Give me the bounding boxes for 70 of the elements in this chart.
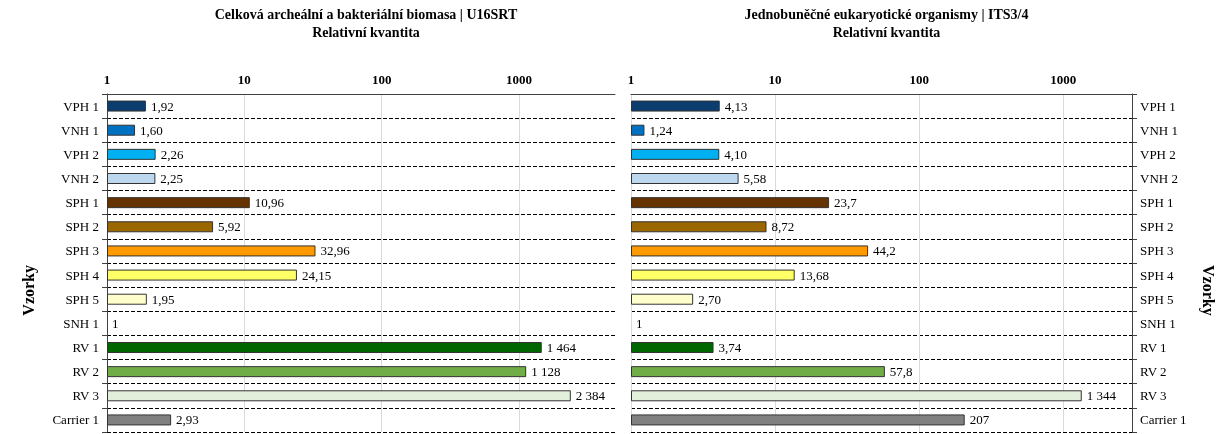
data-label: 1 — [636, 315, 643, 331]
y-tick-label: SPH 4 — [1140, 267, 1175, 283]
data-label: 10,96 — [254, 195, 285, 211]
x-tick-label: 10 — [768, 72, 782, 87]
data-label: 57,8 — [889, 364, 913, 380]
y-tick-label: VPH 2 — [1140, 146, 1176, 162]
y-tick-label: SPH 3 — [1140, 243, 1174, 259]
data-label: 5,92 — [218, 219, 241, 235]
y-axis-title: Vzorky — [1198, 265, 1216, 316]
y-tick-label: SNH 1 — [1140, 315, 1176, 331]
data-label: 13,68 — [799, 267, 829, 283]
data-label: 4,13 — [724, 98, 748, 114]
y-tick-label: RV 2 — [72, 364, 99, 380]
x-tick-label: 1 — [103, 72, 111, 87]
chart-title: Jednobuněčné eukaryotické organismy | ITS3/4 — [744, 6, 1029, 22]
x-axis-title: Relativní kvantita — [832, 24, 941, 40]
data-label: 24,15 — [301, 267, 332, 283]
data-label: 3,74 — [718, 340, 742, 355]
data-label: 2,26 — [160, 146, 184, 162]
data-label: 4,10 — [724, 146, 748, 162]
y-tick-label: RV 1 — [1140, 340, 1167, 355]
y-tick-label: VNH 1 — [61, 122, 99, 138]
data-label: 2,93 — [176, 412, 199, 428]
data-label: 1 464 — [546, 340, 577, 355]
data-label: 5,58 — [743, 171, 767, 186]
x-tick-label: 1000 — [1050, 72, 1077, 87]
y-tick-label: VPH 2 — [63, 146, 99, 162]
data-label: 1,60 — [140, 122, 163, 138]
data-label: 1,92 — [150, 98, 174, 114]
x-tick-label: 10 — [237, 72, 251, 87]
y-tick-label: SPH 1 — [1140, 195, 1174, 211]
x-tick-label: 1000 — [506, 72, 533, 87]
y-tick-label: SPH 3 — [65, 243, 99, 259]
chart-title: Celková archeální a bakteriální biomasa | U16SRT — [214, 6, 518, 22]
y-tick-label: RV 3 — [72, 388, 99, 404]
y-axis-title: Vzorky — [19, 265, 38, 316]
data-label: 207 — [969, 412, 990, 428]
y-tick-label: VPH 1 — [1140, 98, 1176, 114]
data-label: 2,25 — [160, 171, 184, 186]
data-label: 23,7 — [834, 195, 858, 211]
y-tick-label: SPH 5 — [1140, 291, 1174, 307]
y-tick-label: VPH 1 — [63, 98, 99, 114]
data-label: 1 128 — [531, 364, 561, 380]
data-label: 32,96 — [320, 243, 351, 259]
y-tick-label: VNH 2 — [1140, 171, 1178, 186]
y-tick-label: VNH 2 — [61, 171, 99, 186]
y-tick-label: SPH 4 — [65, 267, 100, 283]
y-tick-label: SPH 1 — [65, 195, 99, 211]
y-tick-label: SPH 5 — [65, 291, 99, 307]
data-label: 1 — [112, 315, 119, 331]
y-tick-label: RV 2 — [1140, 364, 1167, 380]
x-tick-label: 100 — [371, 72, 392, 87]
y-tick-label: Carrier 1 — [52, 412, 99, 428]
y-tick-label: SPH 2 — [65, 219, 99, 235]
y-tick-label: SPH 2 — [1140, 219, 1174, 235]
y-tick-label: SNH 1 — [63, 315, 99, 331]
data-label: 2 384 — [575, 388, 606, 404]
y-tick-label: VNH 1 — [1140, 122, 1178, 138]
x-tick-label: 100 — [909, 72, 929, 87]
data-label: 1 344 — [1086, 388, 1117, 404]
data-label: 44,2 — [873, 243, 896, 259]
data-label: 1,24 — [649, 122, 673, 138]
y-tick-label: Carrier 1 — [1140, 412, 1187, 428]
x-axis-title: Relativní kvantita — [312, 24, 420, 40]
data-label: 2,70 — [698, 291, 721, 307]
data-label: 1,95 — [151, 291, 175, 307]
y-tick-label: RV 3 — [1140, 388, 1167, 404]
x-tick-label: 1 — [627, 72, 635, 87]
data-label: 8,72 — [771, 219, 795, 235]
y-tick-label: RV 1 — [72, 340, 99, 355]
